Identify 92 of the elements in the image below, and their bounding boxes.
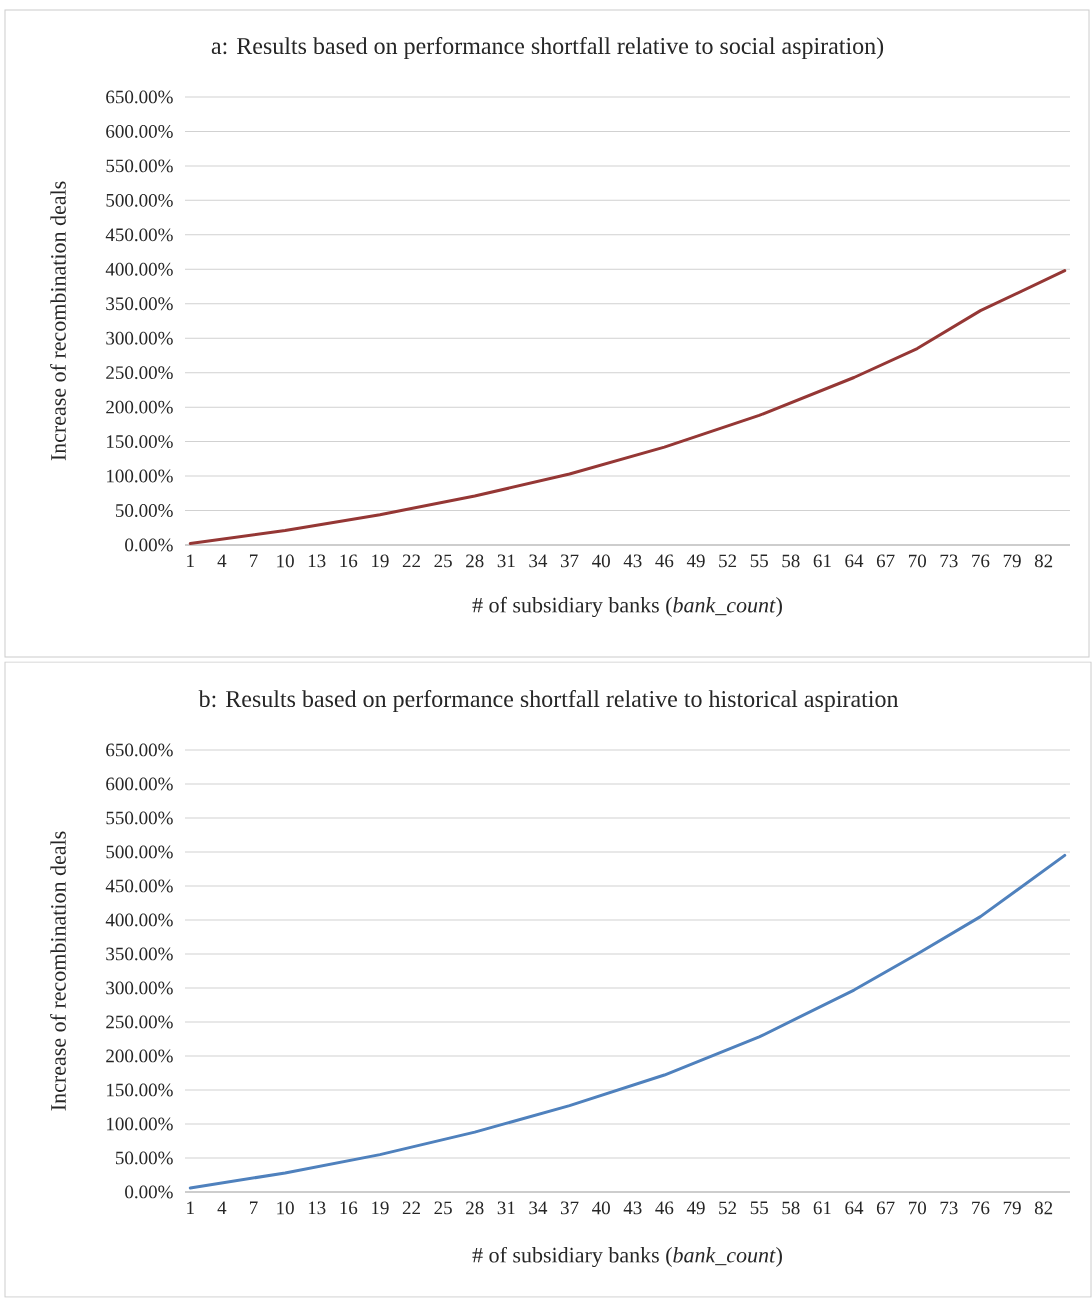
y-tick-label: 150.00%: [107, 435, 173, 449]
y-tick-label: 400.00%: [105, 262, 173, 276]
y-tick-label: 200.00%: [106, 1049, 173, 1063]
y-tick-label: 450.00%: [105, 879, 173, 893]
x-tick-label: 64: [845, 554, 864, 568]
x-tick-label: 58: [782, 554, 800, 568]
y-tick-label: 400.00%: [105, 913, 173, 927]
x-tick-label: 16: [340, 554, 358, 568]
y-tick-label: 500.00%: [106, 193, 173, 207]
y-tick-label: 0.00%: [125, 1185, 173, 1199]
x-tick-label: 70: [908, 554, 926, 568]
x-tick-label: 25: [434, 1201, 452, 1215]
x-tick-label: 46: [655, 1201, 674, 1215]
y-tick-label: 450.00%: [105, 228, 173, 242]
y-tick-label: 650.00%: [106, 743, 173, 757]
x-tick-label: 61: [813, 1201, 831, 1215]
x-tick-label: 58: [782, 1201, 800, 1215]
x-tick-label: 67: [876, 1201, 895, 1215]
x-tick-label: 49: [686, 1201, 705, 1215]
x-tick-label: 13: [308, 554, 326, 568]
y-tick-label: 200.00%: [106, 400, 173, 414]
y-tick-label: 600.00%: [106, 777, 173, 791]
x-tick-label: 31: [497, 554, 515, 568]
y-tick-label: 300.00%: [106, 981, 173, 995]
y-tick-label: 350.00%: [106, 947, 173, 961]
x-tick-label: 16: [340, 1201, 358, 1215]
x-tick-label: 22: [402, 554, 420, 568]
x-tick-label: 19: [372, 1201, 389, 1215]
line-series: [188, 269, 1067, 546]
x-tick-label: 82: [1034, 1201, 1053, 1215]
x-tick-label: 61: [813, 554, 831, 568]
x-tick-label: 55: [750, 554, 768, 568]
y-tick-label: 150.00%: [107, 1083, 173, 1097]
x-tick-label: 79: [1003, 554, 1021, 568]
y-tick-label: 50.00%: [115, 504, 173, 517]
y-tick-label: 550.00%: [106, 159, 173, 173]
x-tick-label: 28: [466, 554, 484, 568]
x-tick-label: 76: [972, 1201, 990, 1215]
x-tick-label: 28: [466, 1201, 484, 1215]
x-tick-label: 76: [972, 554, 990, 568]
x-tick-label: 79: [1003, 1201, 1021, 1215]
y-tick-label: 650.00%: [106, 90, 173, 104]
y-tick-label: 550.00%: [106, 811, 173, 825]
y-tick-label: 0.00%: [125, 538, 173, 552]
x-tick-label: 70: [908, 1201, 926, 1215]
x-tick-label: 52: [719, 554, 737, 568]
chart-title: a: Results based on performance shortfall relative to social aspiration): [211, 36, 884, 59]
x-tick-label: 19: [372, 554, 389, 568]
x-tick-label: 73: [940, 1201, 958, 1215]
x-tick-label: 4: [217, 554, 227, 568]
y-axis-title: Increase of recombination deals: [50, 831, 66, 1111]
x-tick-label: 55: [750, 1201, 768, 1215]
y-tick-label: 250.00%: [106, 366, 173, 380]
x-axis-title: # of subsidiary banks (bank_count): [472, 1246, 782, 1268]
x-tick-label: 37: [560, 1201, 579, 1215]
y-tick-label: 50.00%: [115, 1151, 173, 1165]
x-tick-label: 73: [940, 554, 958, 568]
line-series: [188, 853, 1067, 1190]
x-tick-label: 64: [845, 1201, 864, 1215]
x-tick-label: 13: [308, 1201, 326, 1215]
x-tick-label: 34: [529, 554, 548, 568]
x-tick-label: 43: [623, 554, 642, 568]
x-tick-label: 43: [623, 1201, 642, 1215]
y-tick-label: 100.00%: [107, 469, 173, 483]
y-tick-label: 500.00%: [106, 845, 173, 859]
x-tick-label: 4: [217, 1201, 227, 1215]
y-tick-label: 300.00%: [106, 331, 173, 345]
x-tick-label: 49: [686, 554, 705, 568]
x-tick-label: 40: [592, 554, 610, 568]
y-tick-label: 250.00%: [106, 1015, 173, 1029]
y-tick-label: 600.00%: [106, 125, 173, 138]
x-tick-label: 7: [249, 554, 258, 567]
x-tick-label: 46: [655, 554, 674, 568]
x-tick-label: 37: [560, 554, 579, 568]
x-tick-label: 1: [187, 1201, 194, 1215]
x-tick-label: 10: [277, 554, 294, 568]
y-axis-title: Increase of recombination deals: [50, 181, 66, 461]
x-tick-label: 67: [876, 554, 895, 568]
x-tick-label: 31: [497, 1201, 515, 1215]
x-tick-label: 52: [719, 1201, 737, 1215]
y-tick-label: 100.00%: [107, 1117, 173, 1131]
x-tick-label: 7: [249, 1201, 258, 1214]
x-tick-label: 1: [187, 554, 194, 568]
x-tick-label: 25: [434, 554, 452, 568]
x-tick-label: 40: [592, 1201, 610, 1215]
chart-title: b: Results based on performance shortfall relative to historical aspiration: [198, 689, 899, 712]
y-tick-label: 350.00%: [106, 297, 173, 311]
x-tick-label: 82: [1034, 554, 1053, 568]
x-tick-label: 34: [529, 1201, 548, 1215]
x-axis-title: # of subsidiary banks (bank_count): [472, 596, 782, 618]
x-tick-label: 10: [277, 1201, 294, 1215]
x-tick-label: 22: [402, 1201, 420, 1215]
